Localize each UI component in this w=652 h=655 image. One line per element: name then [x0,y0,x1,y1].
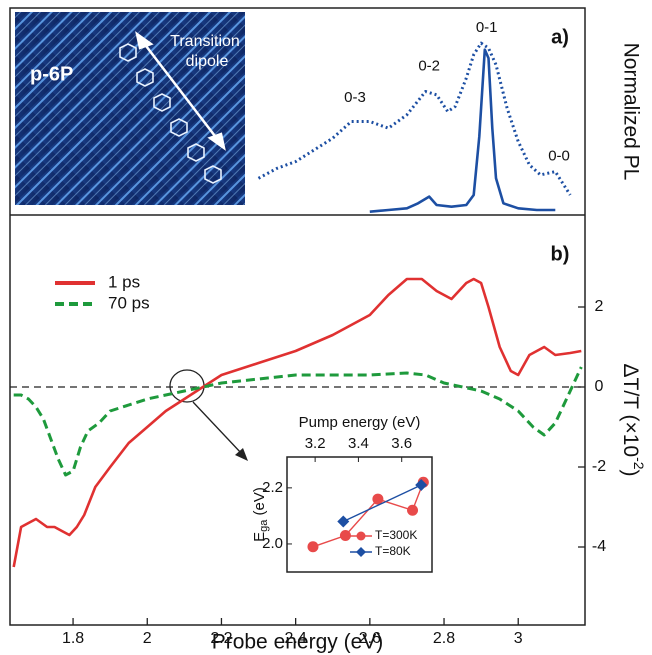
data-line [259,43,571,195]
marker [307,541,318,552]
peak-label: 0-1 [476,19,498,36]
panel-label: a) [551,26,569,48]
photo-arrow-label: Transition [170,33,240,50]
marker [340,530,351,541]
x-tick-label: 3 [514,630,523,647]
y-tick-label: 2 [595,298,604,315]
y-tick-label: -4 [592,538,606,555]
y-tick-label: -2 [592,458,606,475]
x-axis-label: Pump energy (eV) [299,414,421,431]
y-axis-label-unit: (eV) [251,487,268,520]
y-axis-label-sub: ga [258,519,270,532]
x-tick-label: 2 [143,630,152,647]
y-axis-label-close: ) [619,470,642,477]
x-tick-label: 3.2 [305,435,326,452]
marker [407,505,418,516]
peak-label: 0-0 [548,148,570,165]
x-tick-label: 3.6 [391,435,412,452]
y-axis-label: Ega (eV) [251,487,270,542]
y-axis-label-main: ΔT/T (×10 [619,363,642,457]
peak-label: 0-2 [418,57,440,74]
legend-marker [357,532,366,541]
photo-label: p-6P [30,63,73,85]
legend-label: T=300K [375,528,417,542]
x-tick-label: 1.8 [62,630,84,647]
y-axis-label: ΔT/T (×10-2) [619,363,647,476]
y-tick-label: 0 [595,378,604,395]
data-line [370,50,556,212]
y-axis-label-exp: -2 [631,457,647,470]
peak-label: 0-3 [344,89,366,106]
photo: p-6P Transition dipole [15,12,245,205]
panel-label: b) [551,243,570,265]
photo-arrow-label: dipole [186,53,229,70]
x-axis-label: Probe energy (eV) [212,631,384,654]
figure: p-6P Transition dipole a)0-30-20-10-0Nor… [0,0,652,655]
y-axis-label: Normalized PL [619,43,642,181]
x-tick-label: 3.4 [348,435,369,452]
y-axis-label-main: E [251,532,268,542]
x-tick-label: 2.8 [433,630,455,647]
legend-label: 70 ps [108,293,150,312]
legend-label: 1 ps [108,272,140,291]
legend-label: T=80K [375,544,411,558]
crossing-arrow [193,402,248,461]
